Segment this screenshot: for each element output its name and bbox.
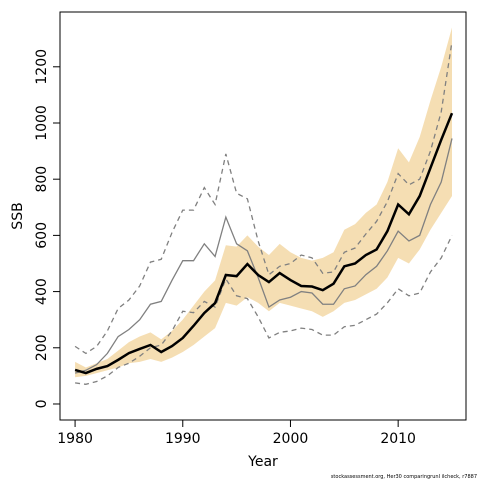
- y-tick-label: 400: [34, 278, 50, 305]
- y-tick-label: 1000: [34, 105, 50, 141]
- y-tick-label: 1200: [34, 49, 50, 85]
- x-tick-label: 2010: [380, 431, 416, 447]
- series-line: [74, 235, 453, 385]
- series-line: [74, 138, 453, 374]
- x-tick-label: 2000: [273, 431, 309, 447]
- y-axis-label: SSB: [10, 202, 26, 229]
- y-tick-label: 200: [34, 334, 50, 361]
- footnote: stockassessment.org, Her30 comparingrunI…: [331, 474, 477, 480]
- x-tick-label: 1990: [165, 431, 201, 447]
- y-tick-label: 0: [34, 400, 50, 409]
- confidence-band: [75, 27, 453, 378]
- x-axis-label: Year: [247, 454, 278, 470]
- series-line: [74, 41, 453, 355]
- x-tick-label: 1980: [57, 431, 93, 447]
- plot-frame: [59, 11, 467, 421]
- y-tick-label: 800: [34, 166, 50, 193]
- series-line: [74, 112, 454, 375]
- y-tick-label: 600: [34, 222, 50, 249]
